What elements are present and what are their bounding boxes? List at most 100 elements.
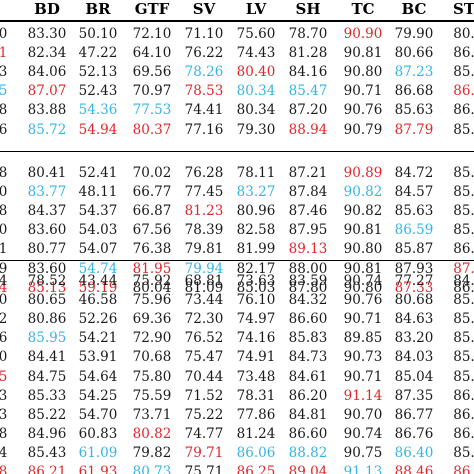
table-cell: 75.96	[132, 292, 172, 309]
table-cell: 74.16	[236, 330, 276, 347]
table-cell: 86.	[453, 425, 474, 442]
table-cell: 86.76	[394, 425, 434, 442]
table-cell: 9	[0, 260, 8, 277]
table-cell: 87.23	[394, 64, 434, 81]
table-cell: 84.72	[394, 165, 434, 181]
table-cell: 54.25	[78, 387, 118, 404]
table-cell: 85.	[453, 203, 474, 220]
table-cell: 84.03	[394, 349, 434, 366]
column-header: SH	[295, 0, 321, 18]
table-cell: 85.22	[27, 406, 67, 423]
table-cell: 81.23	[184, 203, 224, 220]
table-cell: 85.13	[27, 279, 67, 296]
table-cell: 76.22	[184, 45, 224, 62]
table-cell: 72.30	[184, 311, 224, 328]
table-cell: 75.92	[132, 273, 172, 289]
table-cell: 80.34	[236, 83, 276, 100]
table-cell: 83.30	[27, 26, 67, 42]
table-cell: 86.	[453, 45, 474, 62]
table-cell: 84.41	[27, 349, 67, 366]
table-cell: 81.28	[288, 45, 328, 62]
table-cell: 87.46	[288, 203, 328, 220]
table-cell: 85.03	[236, 279, 276, 296]
table-cell: 64.10	[132, 45, 172, 62]
column-header: BR	[85, 0, 111, 18]
table-cell: 80.82	[132, 425, 172, 442]
header-rule	[0, 20, 474, 22]
table-cell: 4	[0, 279, 8, 296]
table-cell: 90.76	[343, 292, 383, 309]
table-cell: 80.04	[132, 279, 172, 296]
table-cell: 90.70	[343, 406, 383, 423]
table-cell: 90.79	[343, 121, 383, 138]
table-cell: 80.41	[27, 165, 67, 181]
table-cell: 86.06	[236, 444, 276, 461]
table-cell: 78.53	[184, 83, 224, 100]
table-cell: 89.13	[288, 241, 328, 258]
table-cell: 87.93	[394, 260, 434, 277]
column-header: TC	[351, 0, 375, 18]
table-cell: 2	[0, 311, 8, 328]
table-cell: 77.27	[394, 273, 434, 289]
table-cell: 84.61	[288, 368, 328, 385]
table-cell: 77.16	[184, 121, 224, 138]
table-cell: 8	[0, 102, 8, 119]
table-cell: 82.17	[236, 260, 276, 277]
table-cell: 52.43	[78, 83, 118, 100]
table-cell: 85.	[453, 311, 474, 328]
table-cell: 0	[0, 222, 8, 239]
table-cell: 80.37	[132, 121, 172, 138]
table-cell: 85.87	[394, 241, 434, 258]
table-cell: 86.	[453, 241, 474, 258]
table-cell: 85.	[453, 184, 474, 201]
table-cell: 78.11	[236, 165, 276, 181]
table-cell: 85.	[453, 292, 474, 309]
table-cell: 78.70	[288, 26, 328, 42]
table-cell: 77.86	[236, 406, 276, 423]
table-cell: 83.20	[394, 330, 434, 347]
table-cell: 86.68	[394, 83, 434, 100]
table-cell: 1	[0, 241, 8, 258]
table-cell: 87.79	[394, 121, 434, 138]
table-cell: 86.40	[394, 444, 434, 461]
table-cell: 86.21	[27, 464, 67, 474]
table-cell: 78.39	[184, 222, 224, 239]
table-cell: 69.36	[132, 311, 172, 328]
table-cell: 78.52	[27, 273, 67, 289]
table-cell: 76.10	[236, 292, 276, 309]
column-header: BC	[401, 0, 427, 18]
table-cell: 85.	[453, 64, 474, 81]
table-cell: 72.10	[132, 26, 172, 42]
table-cell: 84.	[453, 273, 474, 289]
table-cell: 5	[0, 83, 8, 100]
table-cell: 90.75	[343, 444, 383, 461]
table-cell: 75.71	[184, 464, 224, 474]
table-cell: 87.80	[288, 279, 328, 296]
table-cell: 79.82	[132, 444, 172, 461]
table-cell: 86.59	[394, 222, 434, 239]
table-cell: 4	[0, 273, 8, 289]
table-cell: 89.04	[288, 464, 328, 474]
table-cell: 91.13	[343, 464, 383, 474]
table-cell: 75.22	[184, 406, 224, 423]
column-header: ST	[453, 0, 474, 18]
table-cell: 78.31	[236, 387, 276, 404]
table-cell: 6	[0, 330, 8, 347]
table-cell: 80.86	[27, 311, 67, 328]
table-cell: 1	[0, 45, 8, 62]
table-cell: 4	[0, 444, 8, 461]
table-cell: 75.47	[184, 349, 224, 366]
table-cell: 87.	[453, 260, 474, 277]
table-cell: 90.80	[343, 241, 383, 258]
table-cell: 90.81	[343, 260, 383, 277]
table-cell: 50.10	[78, 26, 118, 42]
table-cell: 0	[0, 184, 8, 201]
table-cell: 81.95	[132, 260, 172, 277]
table-cell: 74.91	[236, 349, 276, 366]
table-cell: 90.74	[343, 273, 383, 289]
table-cell: 85.04	[394, 368, 434, 385]
table-cell: 85.63	[394, 102, 434, 119]
table-cell: 3	[0, 406, 8, 423]
table-cell: 54.03	[78, 222, 118, 239]
